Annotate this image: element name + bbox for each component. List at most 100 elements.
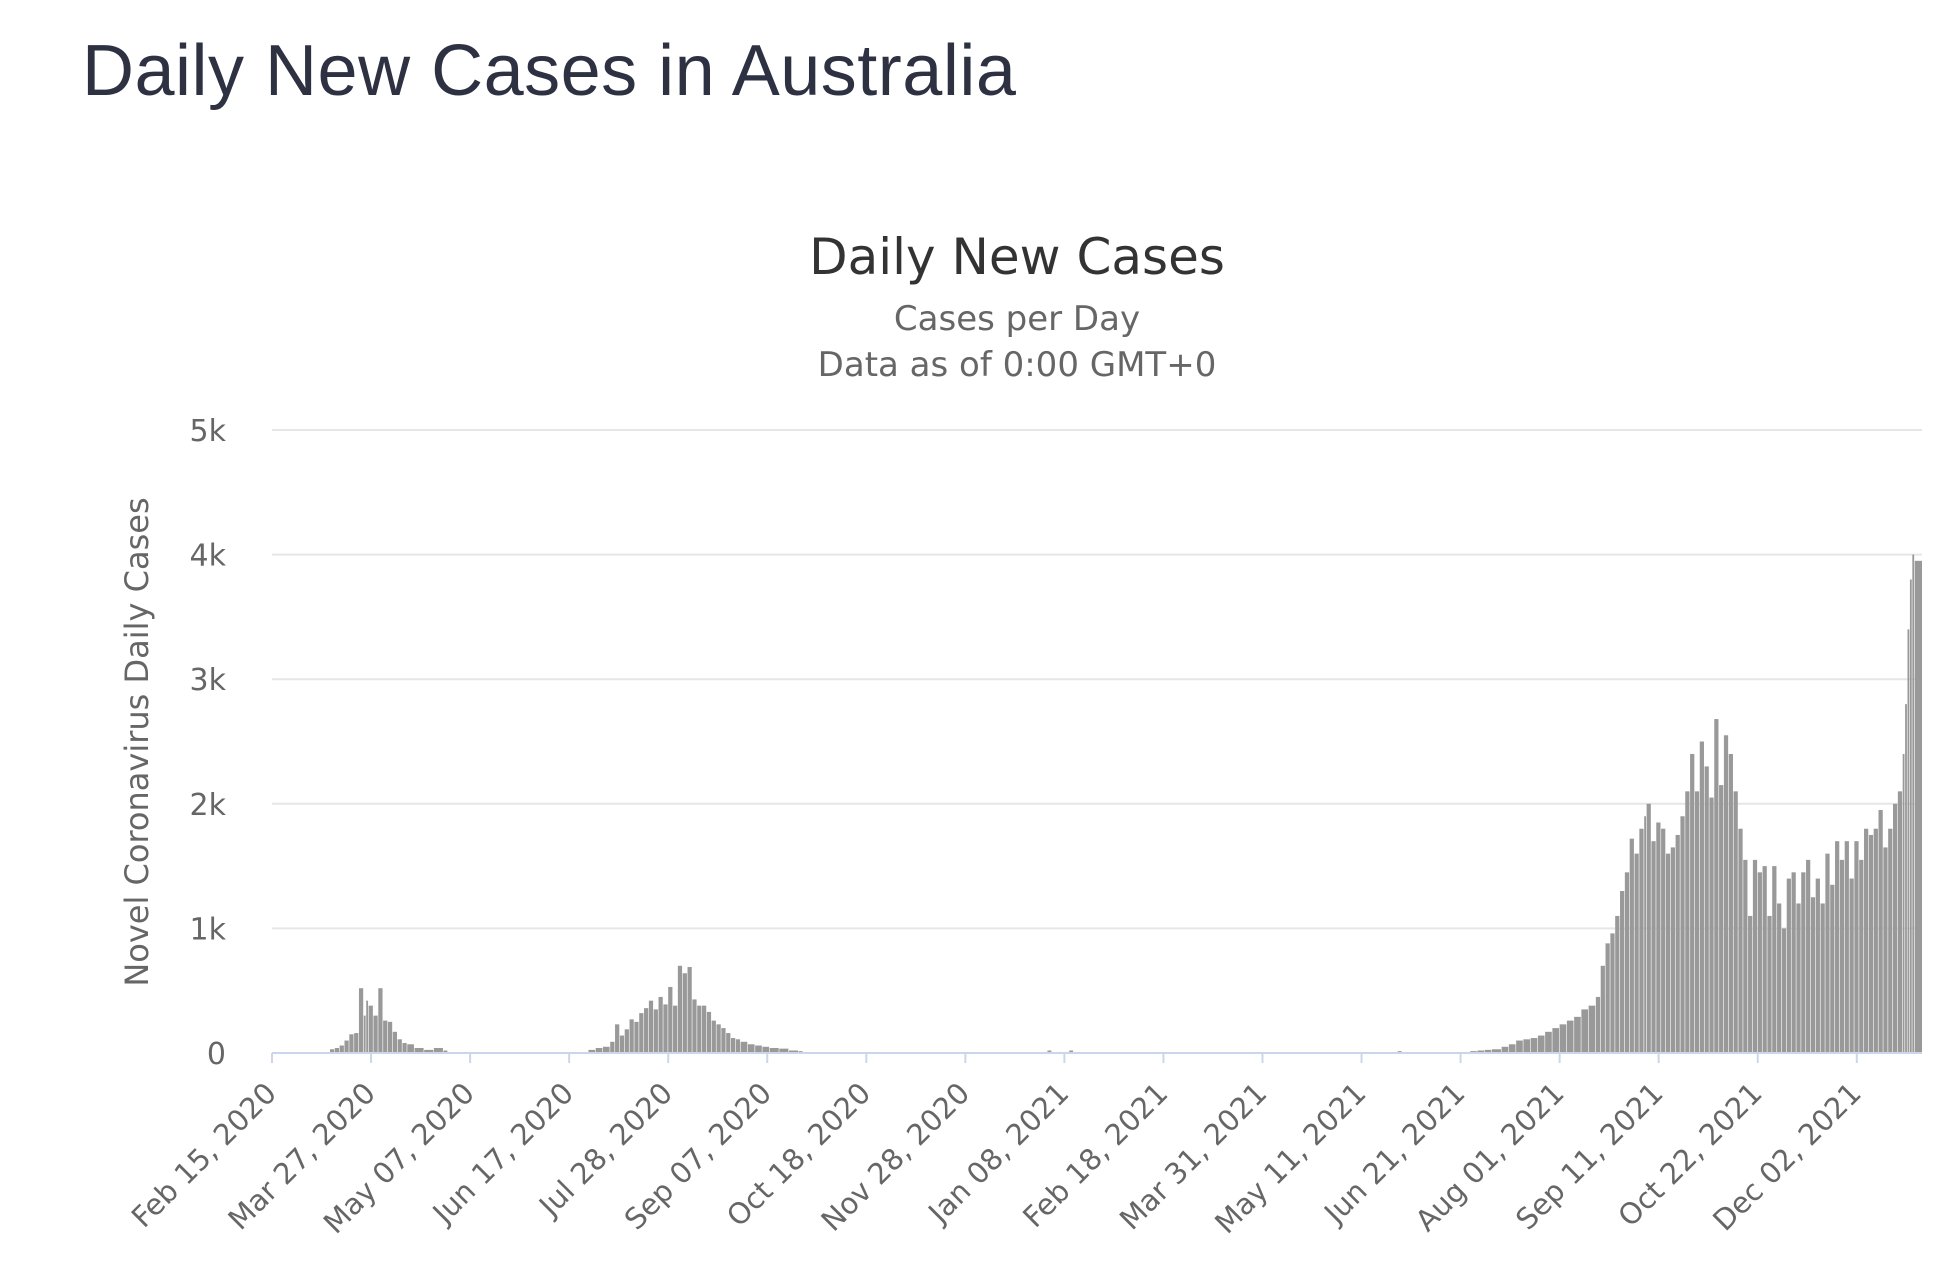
y-tick-label: 0: [207, 1037, 226, 1072]
y-axis-title: Novel Coronavirus Daily Cases: [118, 497, 156, 986]
bar: [721, 1028, 726, 1053]
bar: [349, 1034, 354, 1053]
bar: [731, 1038, 736, 1053]
bar: [1530, 1038, 1538, 1053]
bar: [1552, 1028, 1560, 1053]
bar: [644, 1008, 649, 1053]
bar: [387, 1021, 393, 1053]
bar: [1639, 828, 1644, 1053]
bar: [1545, 1031, 1552, 1053]
bar: [726, 1033, 731, 1053]
bar: [1491, 1049, 1502, 1053]
bar: [702, 1005, 707, 1053]
bar: [663, 1004, 668, 1053]
bar-series: [329, 554, 1922, 1053]
bar: [1651, 841, 1656, 1053]
bar: [1830, 884, 1835, 1053]
bar: [697, 1005, 702, 1053]
bar: [1873, 828, 1878, 1053]
bar: [1508, 1044, 1516, 1053]
bar: [1796, 903, 1801, 1053]
bar: [1733, 791, 1738, 1053]
bar: [1820, 903, 1825, 1053]
bar: [443, 1050, 448, 1053]
bar: [735, 1039, 741, 1053]
bar: [1748, 915, 1753, 1053]
bar: [1694, 791, 1700, 1053]
bar: [1581, 1009, 1589, 1053]
bar: [334, 1048, 340, 1053]
bar: [1854, 841, 1859, 1053]
bar: [1909, 579, 1912, 1053]
bar: [354, 1033, 359, 1053]
bar: [610, 1041, 615, 1053]
chart-subtitle: Cases per Day: [894, 299, 1140, 339]
bar: [433, 1048, 443, 1053]
bar: [668, 986, 673, 1053]
bar: [1661, 828, 1666, 1053]
bar: [619, 1035, 625, 1053]
bar: [1738, 828, 1743, 1053]
bar: [1767, 915, 1772, 1053]
bar: [1600, 965, 1605, 1053]
bar: [344, 1040, 349, 1053]
bar: [1914, 560, 1922, 1053]
y-tick-label: 4k: [190, 539, 227, 574]
bar: [1605, 943, 1610, 1053]
bar: [1815, 878, 1820, 1053]
bar: [1864, 828, 1869, 1053]
bar: [383, 1020, 388, 1053]
bar: [762, 1046, 770, 1053]
bar: [1685, 791, 1690, 1053]
bar: [1690, 753, 1695, 1053]
bar: [1791, 872, 1796, 1053]
bar: [658, 996, 663, 1053]
bar: [1859, 859, 1864, 1053]
chart-subtitle-date: Data as of 0:00 GMT+0: [818, 345, 1217, 385]
bar: [1723, 735, 1729, 1053]
bar: [1634, 853, 1639, 1053]
bar: [1595, 996, 1601, 1053]
bar: [1656, 822, 1661, 1053]
bar: [602, 1046, 610, 1053]
bar: [402, 1043, 407, 1053]
bar: [1484, 1049, 1492, 1053]
bar: [1786, 878, 1791, 1053]
bar: [740, 1041, 748, 1053]
bar: [1714, 719, 1719, 1053]
bar: [358, 988, 364, 1053]
bar: [1719, 785, 1724, 1053]
bar: [1905, 704, 1907, 1053]
bar: [1709, 797, 1714, 1053]
bar: [1699, 741, 1704, 1053]
bar: [392, 1031, 398, 1053]
bar: [1801, 872, 1806, 1053]
bar: [1902, 753, 1905, 1053]
bar: [1644, 816, 1646, 1053]
bar: [1588, 1005, 1596, 1053]
bar: [648, 1000, 654, 1053]
bar: [1728, 753, 1733, 1053]
bar: [1757, 872, 1762, 1053]
bar: [378, 988, 383, 1053]
y-axis-ticks: 0 1k 2k 3k 4k 5k: [190, 414, 227, 1072]
bar: [639, 1013, 644, 1053]
bar: [1907, 629, 1910, 1053]
bar: [1624, 872, 1630, 1053]
bar: [329, 1049, 335, 1053]
bar: [692, 999, 697, 1053]
bar: [1835, 841, 1840, 1053]
bar: [1825, 853, 1830, 1053]
bar: [1629, 838, 1634, 1053]
bar: [595, 1048, 603, 1053]
bar: [1849, 878, 1854, 1053]
y-tick-label: 1k: [190, 912, 227, 947]
bar: [673, 1005, 678, 1053]
y-tick-label: 3k: [190, 663, 227, 698]
bar: [1574, 1016, 1581, 1053]
bar: [1878, 810, 1883, 1053]
bar: [366, 1000, 369, 1053]
bar: [779, 1048, 789, 1053]
